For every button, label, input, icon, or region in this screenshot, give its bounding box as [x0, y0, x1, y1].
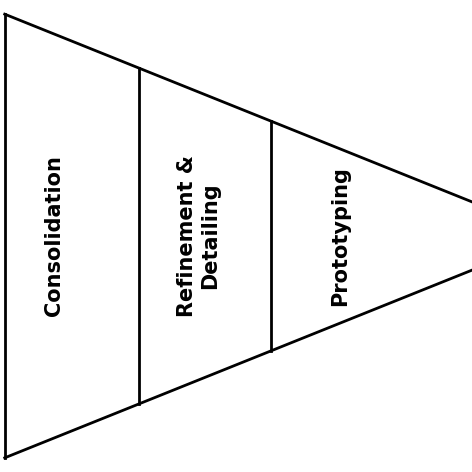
Text: Refinement &
Detailing: Refinement & Detailing	[177, 155, 220, 317]
Text: Consolidation: Consolidation	[44, 156, 64, 316]
Text: Prototyping: Prototyping	[330, 166, 350, 306]
